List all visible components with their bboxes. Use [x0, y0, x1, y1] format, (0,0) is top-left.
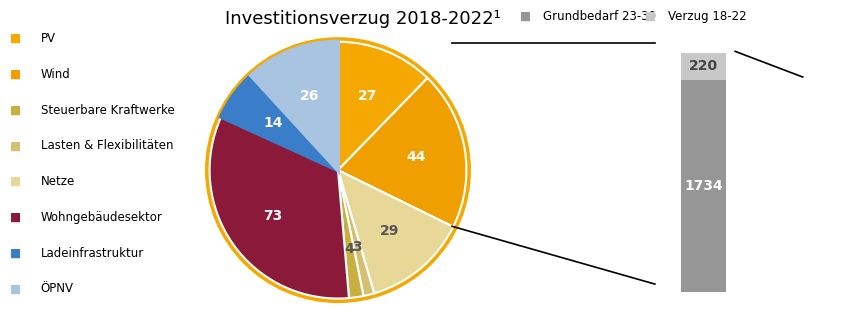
Circle shape: [205, 38, 470, 302]
Wedge shape: [338, 170, 363, 298]
Wedge shape: [338, 170, 374, 296]
Text: Verzug 18-22: Verzug 18-22: [668, 10, 746, 22]
Bar: [680, 53, 725, 80]
Wedge shape: [221, 75, 338, 170]
Text: ■: ■: [10, 175, 21, 188]
Text: 73: 73: [263, 209, 282, 223]
Text: Netze: Netze: [41, 175, 75, 188]
Text: Grundbedarf 23-30: Grundbedarf 23-30: [543, 10, 656, 22]
Text: 1734: 1734: [684, 179, 722, 193]
Text: ÖPNV: ÖPNV: [41, 282, 73, 295]
Text: 14: 14: [263, 116, 283, 130]
Text: Steuerbare Kraftwerke: Steuerbare Kraftwerke: [41, 104, 174, 117]
Text: Wind: Wind: [41, 68, 70, 81]
Text: ■: ■: [10, 247, 21, 260]
Text: Ladeinfrastruktur: Ladeinfrastruktur: [41, 247, 143, 260]
Text: ■: ■: [10, 68, 21, 81]
Text: ■: ■: [10, 211, 21, 224]
Text: 29: 29: [379, 224, 398, 238]
Circle shape: [211, 43, 464, 297]
Wedge shape: [338, 78, 466, 227]
Wedge shape: [251, 42, 338, 170]
Text: Investitionsverzug 2018-2022¹: Investitionsverzug 2018-2022¹: [225, 10, 500, 28]
Text: ■: ■: [10, 139, 21, 152]
Text: ■: ■: [10, 32, 21, 45]
Wedge shape: [209, 117, 349, 299]
Text: Wohngebäudesektor: Wohngebäudesektor: [41, 211, 162, 224]
Text: Lasten & Flexibilitäten: Lasten & Flexibilitäten: [41, 139, 173, 152]
Text: ■: ■: [519, 10, 530, 22]
Text: ■: ■: [10, 104, 21, 117]
Bar: [680, 80, 725, 292]
Text: 4: 4: [344, 242, 354, 256]
Text: PV: PV: [41, 32, 56, 45]
Wedge shape: [338, 170, 452, 293]
Text: 26: 26: [299, 89, 318, 103]
Text: 44: 44: [406, 150, 425, 164]
Text: 220: 220: [688, 59, 717, 73]
Text: ■: ■: [644, 10, 655, 22]
Text: 27: 27: [358, 89, 377, 103]
Wedge shape: [338, 42, 427, 170]
Text: 3: 3: [352, 240, 361, 255]
Text: ■: ■: [10, 282, 21, 295]
